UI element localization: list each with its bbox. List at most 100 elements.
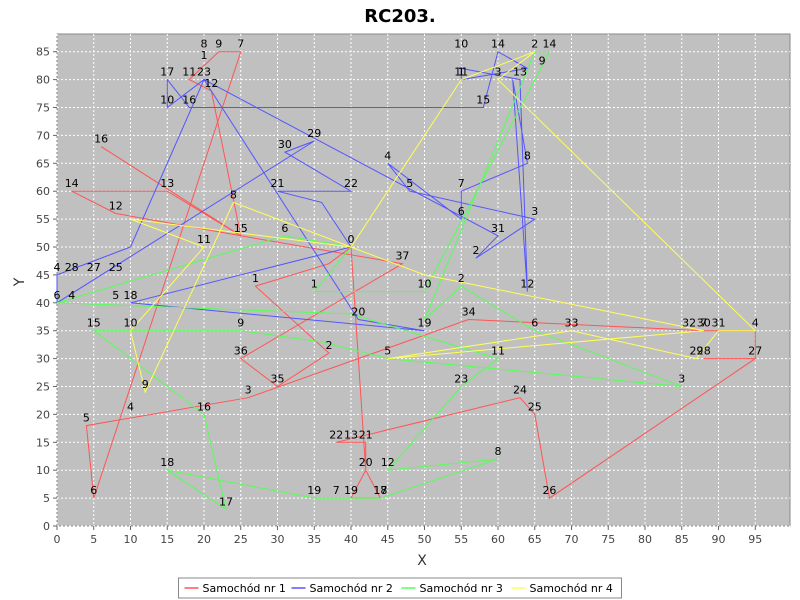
point-label: 4 xyxy=(752,317,759,330)
y-tick-label: 75 xyxy=(36,102,50,115)
x-tick-label: 95 xyxy=(748,533,762,546)
point-label: 17 xyxy=(373,484,387,497)
series-layer xyxy=(56,50,757,511)
point-label: 24 xyxy=(513,384,527,397)
point-label: 6 xyxy=(531,317,538,330)
point-label: 36 xyxy=(234,345,248,358)
y-tick-label: 85 xyxy=(36,46,50,59)
point-label: 26 xyxy=(542,484,556,497)
point-label: 33 xyxy=(565,317,579,330)
x-tick-label: 80 xyxy=(638,533,652,546)
point-label: 15 xyxy=(234,222,248,235)
point-label: 12 xyxy=(381,456,395,469)
y-tick-label: 0 xyxy=(43,520,50,533)
legend-label: Samochód nr 2 xyxy=(310,582,393,595)
point-label: 7 xyxy=(458,177,465,190)
axes: 0 5 10 15 20 25 30 35 40 45 50 55 60 65 70 75 80 85 90 9505… xyxy=(36,46,762,546)
point-label: 35 xyxy=(271,373,285,386)
x-tick-label: 75 xyxy=(601,533,615,546)
point-label: 13 xyxy=(160,177,174,190)
series-line-3 xyxy=(56,51,682,511)
legend-box xyxy=(178,577,622,599)
point-label: 5 xyxy=(112,289,119,302)
y-tick-label: 25 xyxy=(36,381,50,394)
x-tick-label: 35 xyxy=(307,533,321,546)
point-label: 9 xyxy=(215,38,222,51)
chart-title: RC203. xyxy=(364,6,435,27)
point-label: 1 xyxy=(311,278,318,291)
point-label: 8 xyxy=(495,445,502,458)
point-label: 20 xyxy=(351,306,365,319)
point-label: 18 xyxy=(160,456,174,469)
point-label: 3 xyxy=(245,384,252,397)
point-label: 1 xyxy=(201,49,208,62)
point-label: 6 xyxy=(281,222,288,235)
point-label: 23 xyxy=(454,373,468,386)
point-label: 2 xyxy=(531,38,538,51)
x-tick-label: 5 xyxy=(90,533,97,546)
point-label: 12 xyxy=(109,200,123,213)
point-label: 16 xyxy=(94,133,108,146)
series-line-1 xyxy=(71,51,757,499)
point-label: 19 xyxy=(344,484,358,497)
point-label: 25 xyxy=(528,400,542,413)
point-label: 14 xyxy=(65,177,79,190)
point-label: 9 xyxy=(237,317,244,330)
point-label: 4 xyxy=(384,149,391,162)
y-tick-label: 60 xyxy=(36,185,50,198)
point-label: 1 xyxy=(458,66,465,79)
y-axis-title: Y xyxy=(12,277,28,287)
y-tick-label: 80 xyxy=(36,74,50,87)
y-tick-label: 65 xyxy=(36,157,50,170)
point-label: 23 xyxy=(197,66,211,79)
x-tick-label: 25 xyxy=(234,533,248,546)
point-label: 9 xyxy=(539,54,546,67)
point-label: 37 xyxy=(395,250,409,263)
point-label: 25 xyxy=(109,261,123,274)
point-label: 9 xyxy=(142,378,149,391)
point-label: 10 xyxy=(418,278,432,291)
point-label: 27 xyxy=(748,345,762,358)
x-tick-label: 60 xyxy=(491,533,505,546)
point-label: 27 xyxy=(87,261,101,274)
point-label: 14 xyxy=(542,38,556,51)
legend-label: Samochód nr 3 xyxy=(420,582,503,595)
x-axis-title: X xyxy=(417,553,427,569)
point-label: 3 xyxy=(531,205,538,218)
point-label: 30 xyxy=(278,138,292,151)
point-label: 8 xyxy=(201,38,208,51)
point-label: 6 xyxy=(458,205,465,218)
point-label: 0 xyxy=(348,233,355,246)
point-label: 31 xyxy=(491,222,505,235)
point-label: 21 xyxy=(359,428,373,441)
point-label: 28 xyxy=(65,261,79,274)
point-label: 21 xyxy=(271,177,285,190)
point-label: 4 xyxy=(54,261,61,274)
point-label: 10 xyxy=(454,38,468,51)
point-label: 17 xyxy=(219,495,233,508)
plot-area xyxy=(56,33,791,527)
point-label: 8 xyxy=(524,149,531,162)
point-label: 1 xyxy=(458,66,465,79)
point-label: 8 xyxy=(230,188,237,201)
point-label: 5 xyxy=(83,412,90,425)
legend-label: Samochód nr 4 xyxy=(530,582,613,595)
point-label: 12 xyxy=(204,77,218,90)
point-label: 29 xyxy=(689,345,703,358)
x-tick-label: 45 xyxy=(381,533,395,546)
series-line-2 xyxy=(56,50,537,332)
y-tick-label: 10 xyxy=(36,464,50,477)
point-label: 11 xyxy=(182,66,196,79)
point-label: 28 xyxy=(697,345,711,358)
point-label: 7 xyxy=(237,38,244,51)
point-label: 15 xyxy=(476,94,490,107)
point-label: 16 xyxy=(197,400,211,413)
point-label: 4 xyxy=(68,289,75,302)
y-tick-label: 55 xyxy=(36,213,50,226)
point-label: 10 xyxy=(124,317,138,330)
y-tick-label: 5 xyxy=(43,492,50,505)
x-tick-label: 70 xyxy=(565,533,579,546)
y-tick-label: 50 xyxy=(36,241,50,254)
point-label: 5 xyxy=(384,345,391,358)
x-tick-label: 85 xyxy=(675,533,689,546)
